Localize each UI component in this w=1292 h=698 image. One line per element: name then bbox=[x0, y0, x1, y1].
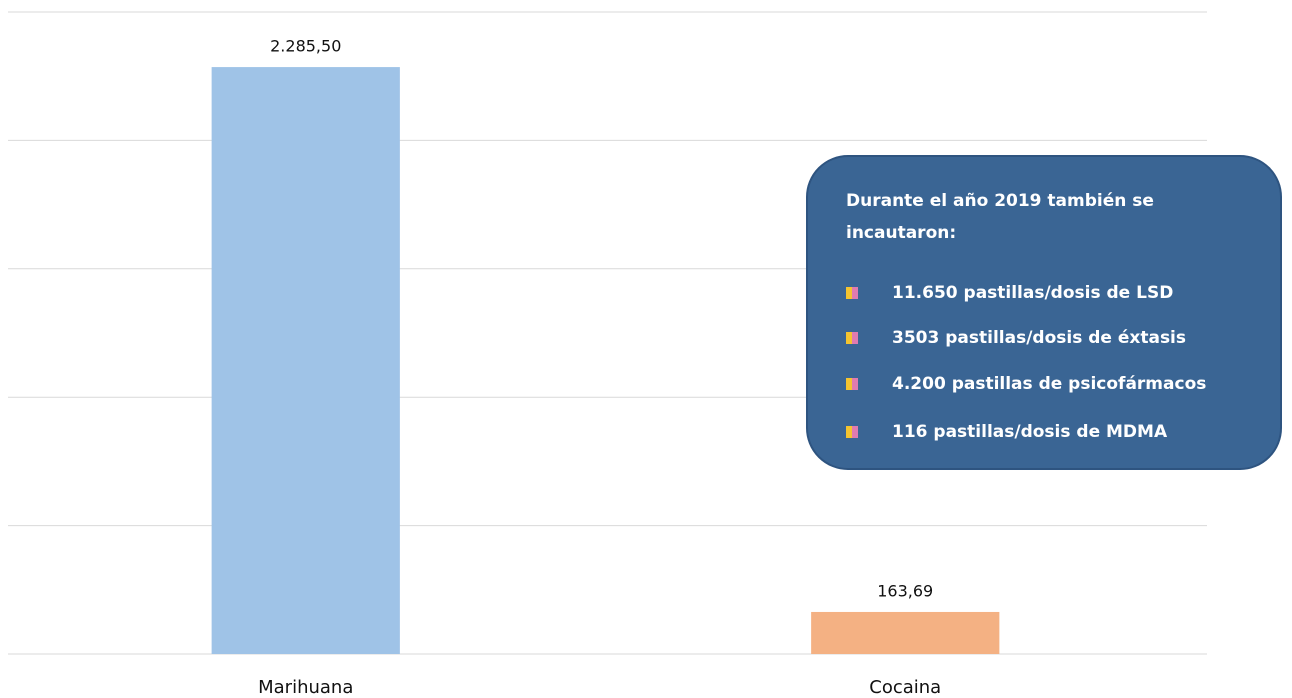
bullet-icon bbox=[846, 287, 858, 299]
bullet-icon bbox=[846, 332, 858, 344]
data-label: 163,69 bbox=[877, 581, 933, 600]
annotation-item: 3503 pastillas/dosis de éxtasis bbox=[892, 328, 1187, 348]
x-tick-label: Cocaina bbox=[869, 677, 941, 698]
annotation-item: 4.200 pastillas de psicofármacos bbox=[892, 374, 1207, 394]
bullet-icon bbox=[846, 378, 858, 390]
bar bbox=[811, 611, 1000, 654]
annotation-box: Durante el año 2019 también se incautaro… bbox=[806, 155, 1282, 470]
x-tick-label: Marihuana bbox=[258, 677, 353, 698]
annotation-item: 11.650 pastillas/dosis de LSD bbox=[892, 283, 1174, 303]
bar bbox=[211, 67, 400, 654]
bullet-icon bbox=[846, 426, 858, 438]
annotation-item: 116 pastillas/dosis de MDMA bbox=[892, 422, 1168, 442]
data-label: 2.285,50 bbox=[270, 37, 341, 56]
annotation-title: Durante el año 2019 también se incautaro… bbox=[846, 191, 1154, 243]
